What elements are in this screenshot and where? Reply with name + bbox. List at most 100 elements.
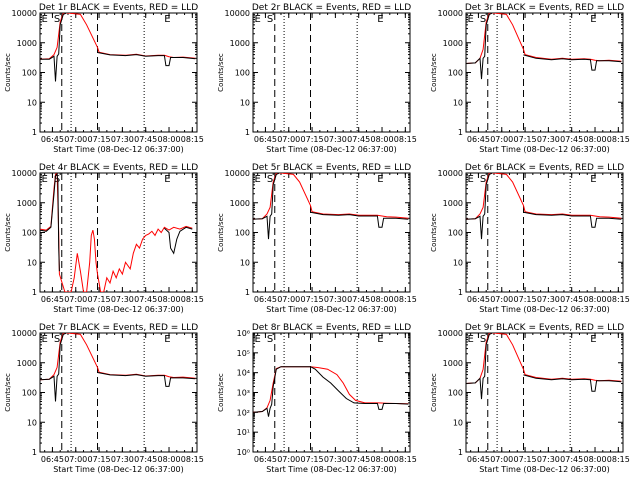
events-series-line — [523, 54, 622, 71]
x-tick-label: 08:15 — [607, 295, 630, 304]
y-tick-label: 10000 — [438, 9, 463, 18]
x-tick-label: 08:00 — [157, 135, 180, 144]
lld-series-line — [253, 366, 409, 413]
y-tick-label: 10000 — [225, 9, 250, 18]
y-tick-label: 10² — [237, 408, 250, 417]
edge-label: S — [54, 14, 60, 25]
x-tick-label: 07:15 — [514, 135, 537, 144]
x-axis-label: Start Time (08-Dec-12 06:37:00) — [479, 145, 610, 154]
y-tick-label: 1 — [32, 448, 37, 457]
y-tick-label: 1000 — [17, 39, 37, 48]
y-tick-label: 10 — [27, 98, 37, 107]
chart-panel: Det 6r BLACK = Events, RED = LLD 1 10 100 10… — [430, 163, 630, 314]
y-tick-label: 1 — [458, 288, 463, 297]
edge-label: E — [254, 14, 260, 25]
edge-label: E — [590, 174, 596, 185]
x-tick-label: 06:45 — [467, 135, 490, 144]
y-tick-label: 1000 — [17, 359, 37, 368]
lld-series-line — [466, 333, 622, 384]
edge-label: E — [254, 174, 260, 185]
lld-series-line — [253, 173, 409, 220]
lld-series-line — [466, 173, 622, 220]
panel-title: Det 7r BLACK = Events, RED = LLD — [39, 323, 198, 333]
data-series-group — [466, 333, 622, 400]
edge-label: S — [480, 174, 486, 185]
x-tick-label: 08:00 — [583, 455, 606, 464]
chart-panel: Det 7r BLACK = Events, RED = LLD 1 10 100 10… — [4, 323, 204, 474]
events-series-line — [253, 366, 409, 417]
x-axis-label: Start Time (08-Dec-12 06:37:00) — [53, 305, 184, 314]
panel-title: Det 1r BLACK = Events, RED = LLD — [39, 3, 198, 13]
y-tick-label: 100 — [448, 229, 463, 238]
y-tick-label: 10⁵ — [237, 349, 250, 358]
data-series-group — [253, 366, 409, 417]
x-tick-label: 07:30 — [111, 135, 134, 144]
x-tick-label: 08:00 — [157, 455, 180, 464]
x-tick-label: 07:45 — [134, 455, 157, 464]
y-tick-label: 10000 — [12, 329, 37, 338]
edge-label: S — [267, 334, 273, 345]
x-tick-label: 07:00 — [277, 455, 300, 464]
y-tick-label: 10 — [453, 258, 463, 267]
plot-frame — [39, 12, 198, 133]
y-tick-label: 1 — [32, 128, 37, 137]
x-axis-label: Start Time (08-Dec-12 06:37:00) — [53, 465, 184, 474]
x-tick-label: 08:15 — [394, 455, 417, 464]
x-tick-label: 07:30 — [324, 295, 347, 304]
x-tick-label: 07:00 — [490, 135, 513, 144]
x-tick-label: 06:45 — [467, 455, 490, 464]
edge-label: E — [41, 14, 47, 25]
x-axis-label: Start Time (08-Dec-12 06:37:00) — [266, 305, 397, 314]
edge-label: E — [467, 174, 473, 185]
x-tick-label: 06:45 — [41, 455, 64, 464]
events-series-line — [97, 372, 196, 387]
lld-series-line — [40, 173, 193, 292]
y-tick-label: 10000 — [12, 9, 37, 18]
y-tick-label: 10000 — [438, 329, 463, 338]
events-series-line — [466, 173, 493, 240]
edge-label: E — [590, 334, 596, 345]
x-tick-label: 07:30 — [537, 295, 560, 304]
y-tick-label: 10 — [27, 418, 37, 427]
x-tick-label: 07:15 — [514, 295, 537, 304]
x-tick-label: 07:30 — [324, 135, 347, 144]
plot-frame — [465, 172, 624, 293]
data-series-group — [466, 13, 622, 80]
x-tick-label: 06:45 — [254, 295, 277, 304]
x-tick-label: 07:15 — [514, 455, 537, 464]
x-tick-label: 08:15 — [394, 135, 417, 144]
lld-series-line — [40, 13, 196, 60]
x-tick-label: 07:30 — [537, 135, 560, 144]
panel-title: Det 6r BLACK = Events, RED = LLD — [465, 163, 624, 173]
plot-frame — [252, 332, 411, 453]
x-tick-label: 07:45 — [560, 295, 583, 304]
x-tick-label: 06:45 — [467, 295, 490, 304]
x-tick-label: 08:15 — [607, 135, 630, 144]
panel-title: Det 4r BLACK = Events, RED = LLD — [39, 163, 198, 173]
chart-panel: Det 5r BLACK = Events, RED = LLD 1 10 100 10… — [217, 163, 417, 314]
x-tick-label: 07:45 — [347, 455, 370, 464]
y-tick-label: 1000 — [230, 199, 250, 208]
y-tick-label: 1000 — [230, 39, 250, 48]
y-tick-label: 10000 — [12, 169, 37, 178]
x-tick-label: 08:00 — [157, 295, 180, 304]
x-tick-label: 08:00 — [583, 135, 606, 144]
x-tick-label: 07:15 — [301, 295, 324, 304]
y-tick-label: 100 — [235, 69, 250, 78]
y-tick-label: 100 — [235, 229, 250, 238]
y-tick-label: 100 — [448, 69, 463, 78]
x-tick-label: 07:15 — [301, 455, 324, 464]
events-series-line — [466, 333, 493, 400]
panel-title: Det 3r BLACK = Events, RED = LLD — [465, 3, 624, 13]
x-tick-label: 07:00 — [64, 295, 87, 304]
plot-frame — [39, 332, 198, 453]
y-tick-label: 10 — [240, 98, 250, 107]
x-tick-label: 07:00 — [64, 455, 87, 464]
x-tick-label: 08:15 — [181, 295, 204, 304]
x-tick-label: 07:15 — [301, 135, 324, 144]
events-series-line — [40, 173, 60, 272]
x-tick-label: 07:30 — [111, 295, 134, 304]
edge-label: S — [267, 14, 273, 25]
